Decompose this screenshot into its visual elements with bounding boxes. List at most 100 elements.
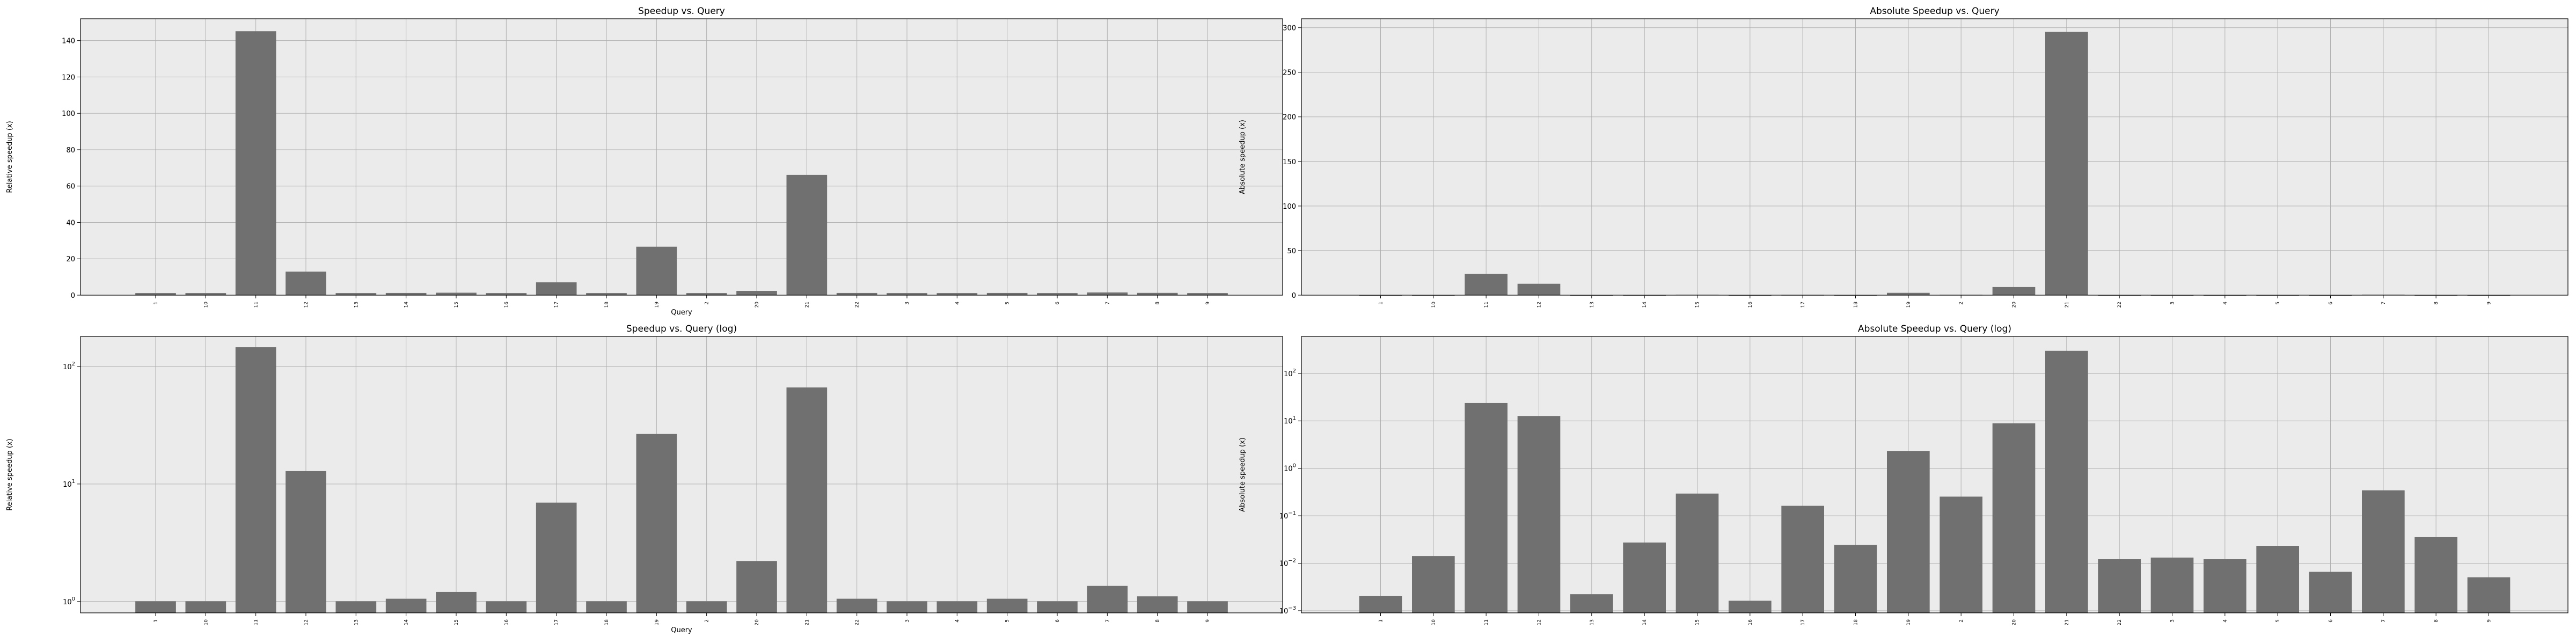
bar-query-16 [1729, 601, 1772, 613]
x-tick-label: 8 [2434, 302, 2439, 305]
x-tick-label: 20 [755, 619, 760, 626]
bar-query-11 [1465, 274, 1507, 296]
x-tick-label: 10 [1431, 619, 1437, 626]
x-tick-label: 15 [1695, 619, 1701, 625]
x-tick-label: 5 [1005, 302, 1011, 305]
chart-title: Absolute Speedup vs. Query [1870, 6, 1999, 17]
bar-query-2 [1940, 496, 1982, 613]
bar-query-13 [1570, 594, 1613, 613]
x-tick-label: 7 [2381, 619, 2387, 623]
x-tick-label: 19 [1906, 302, 1912, 308]
bar-query-17 [536, 282, 577, 296]
bar-query-19 [636, 434, 677, 613]
bar-query-4 [2204, 559, 2246, 613]
bar-query-17 [1781, 506, 1824, 613]
y-tick-label: 0 [1292, 292, 1296, 300]
x-tick-label: 8 [1155, 302, 1161, 305]
x-tick-label: 4 [955, 619, 960, 623]
bar-query-20 [1992, 423, 2036, 613]
x-tick-label: 22 [855, 302, 860, 308]
y-axis-label: Absolute speedup (x) [1239, 437, 1247, 512]
x-tick-label: 1 [153, 302, 159, 305]
x-tick-label: 11 [1484, 619, 1489, 625]
x-tick-label: 3 [905, 302, 910, 305]
bar-query-16 [486, 601, 527, 613]
x-tick-label: 9 [2487, 619, 2492, 623]
x-tick-label: 15 [1695, 302, 1701, 308]
x-axis-label: Query [671, 626, 692, 634]
bar-query-2 [686, 601, 727, 613]
x-tick-label: 21 [2065, 619, 2070, 625]
x-tick-label: 16 [1748, 619, 1753, 626]
x-tick-label: 14 [1642, 302, 1648, 308]
x-tick-label: 9 [2487, 302, 2492, 305]
x-tick-label: 6 [2329, 302, 2334, 305]
x-tick-label: 11 [254, 302, 259, 308]
y-tick-label: 102 [1284, 368, 1296, 378]
y-axis-label: Relative speedup (x) [6, 121, 14, 193]
x-tick-label: 20 [2012, 302, 2017, 308]
bar-query-10 [185, 601, 226, 613]
bar-query-15 [436, 591, 477, 613]
axes-frame [1301, 18, 2568, 296]
bar-query-12 [1517, 283, 1561, 296]
x-tick-label: 11 [1484, 302, 1489, 308]
x-tick-label: 13 [1590, 302, 1595, 308]
bar-query-12 [286, 272, 326, 296]
y-tick-label: 50 [1287, 247, 1296, 255]
bar-query-18 [1834, 545, 1877, 613]
bar-query-20 [1992, 287, 2036, 296]
x-tick-label: 18 [1854, 619, 1859, 626]
x-axis-label: Query [671, 309, 692, 317]
x-tick-label: 9 [1205, 302, 1211, 305]
x-tick-label: 10 [203, 302, 209, 308]
x-tick-label: 21 [804, 619, 810, 625]
x-tick-label: 19 [1906, 619, 1912, 626]
x-tick-label: 4 [2223, 619, 2228, 623]
bar-query-15 [1675, 493, 1719, 613]
x-tick-label: 1 [1379, 302, 1384, 305]
chart-panel-1: 0 20 40 60 80 100 120 140 1 10 11 12 13 14 15 16 17 18 19 2… [6, 6, 1283, 317]
y-tick-label: 100 [63, 596, 75, 606]
bar-query-1 [1359, 596, 1402, 613]
x-tick-label: 13 [354, 619, 359, 625]
y-tick-label: 80 [66, 147, 75, 155]
x-tick-label: 14 [1642, 619, 1648, 626]
bar-query-8 [2414, 537, 2458, 613]
x-tick-label: 3 [2170, 619, 2176, 623]
bar-query-20 [736, 291, 777, 296]
x-tick-label: 17 [1801, 302, 1806, 308]
x-tick-label: 22 [855, 619, 860, 625]
x-tick-label: 10 [203, 619, 209, 626]
y-tick-label: 100 [62, 110, 75, 118]
x-tick-label: 18 [604, 302, 610, 308]
bar-query-11 [1465, 402, 1507, 613]
bar-query-11 [235, 31, 276, 296]
bar-query-1 [135, 601, 176, 613]
bar-query-20 [736, 561, 777, 613]
x-tick-label: 16 [1748, 302, 1753, 308]
y-tick-label: 10−3 [1279, 605, 1296, 616]
y-tick-label: 100 [1284, 463, 1296, 473]
x-tick-label: 9 [1205, 619, 1211, 623]
chart-title: Absolute Speedup vs. Query (log) [1858, 324, 2011, 334]
bar-query-3 [2150, 557, 2194, 613]
x-tick-label: 13 [1590, 619, 1595, 625]
x-tick-label: 15 [454, 302, 459, 308]
x-tick-label: 12 [304, 619, 309, 625]
axes-frame [1301, 336, 2568, 613]
x-tick-label: 6 [2329, 619, 2334, 623]
chart-panel-4: 10−3 10−2 10−1 100 101 102 1 10 11 12 13 14 15 16 17 18… [1239, 324, 2568, 625]
y-tick-label: 150 [1283, 158, 1296, 166]
chart-title: Speedup vs. Query [638, 6, 725, 17]
x-tick-label: 1 [153, 619, 159, 623]
y-tick-label: 120 [62, 74, 75, 82]
y-axis-label: Relative speedup (x) [6, 438, 14, 510]
x-tick-label: 12 [1537, 619, 1542, 625]
x-tick-label: 13 [354, 302, 359, 308]
x-tick-label: 19 [654, 302, 660, 308]
x-tick-label: 5 [1005, 619, 1011, 623]
x-tick-label: 3 [905, 619, 910, 623]
x-tick-label: 8 [2434, 619, 2439, 623]
x-tick-label: 19 [654, 619, 660, 626]
